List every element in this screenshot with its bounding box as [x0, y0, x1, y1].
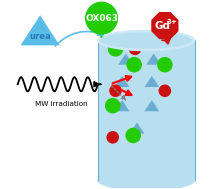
Ellipse shape — [98, 30, 195, 51]
Text: Gd: Gd — [155, 21, 171, 31]
Polygon shape — [118, 53, 133, 65]
Polygon shape — [144, 100, 159, 111]
Circle shape — [86, 2, 117, 34]
Polygon shape — [20, 15, 60, 45]
Circle shape — [127, 58, 141, 72]
Circle shape — [126, 128, 140, 143]
Circle shape — [158, 58, 172, 72]
Text: OX063: OX063 — [85, 14, 118, 23]
Polygon shape — [115, 76, 129, 87]
Text: 3+: 3+ — [167, 19, 177, 25]
Polygon shape — [129, 122, 144, 134]
Circle shape — [159, 85, 170, 96]
Polygon shape — [152, 13, 178, 39]
Text: urea: urea — [29, 32, 51, 41]
Polygon shape — [144, 76, 159, 87]
Circle shape — [106, 99, 120, 113]
Bar — [98, 40, 195, 180]
Text: MW irradiation: MW irradiation — [35, 101, 88, 107]
Circle shape — [110, 85, 121, 96]
Ellipse shape — [100, 32, 192, 49]
Polygon shape — [146, 53, 161, 65]
Polygon shape — [115, 100, 129, 111]
Ellipse shape — [98, 170, 195, 189]
Circle shape — [108, 42, 123, 56]
Circle shape — [107, 132, 118, 143]
Circle shape — [129, 43, 141, 54]
